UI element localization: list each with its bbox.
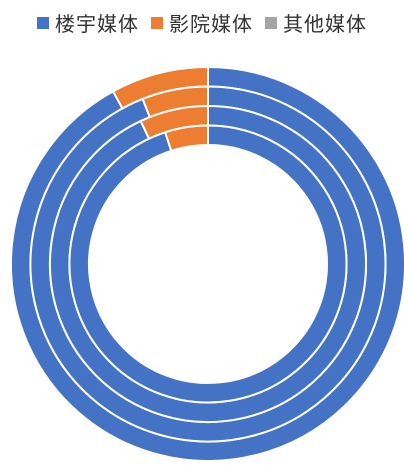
legend-swatch-other-media [265, 16, 277, 29]
legend-label-cinema-media: 影院媒体 [169, 12, 253, 36]
chart-legend: 楼宇媒体 影院媒体 其他媒体 [0, 8, 404, 37]
ring-4-segment-1 [68, 124, 348, 404]
ring-4-segment-2 [163, 124, 209, 153]
legend-item-other-media: 其他媒体 [265, 8, 367, 37]
legend-item-building-media: 楼宇媒体 [37, 8, 139, 37]
ring-3-segment-1 [49, 104, 367, 423]
legend-item-cinema-media: 影院媒体 [151, 8, 253, 37]
legend-label-building-media: 楼宇媒体 [55, 12, 139, 36]
legend-label-other-media: 其他媒体 [283, 12, 367, 36]
legend-swatch-building-media [37, 16, 49, 29]
legend-swatch-cinema-media [151, 16, 163, 29]
